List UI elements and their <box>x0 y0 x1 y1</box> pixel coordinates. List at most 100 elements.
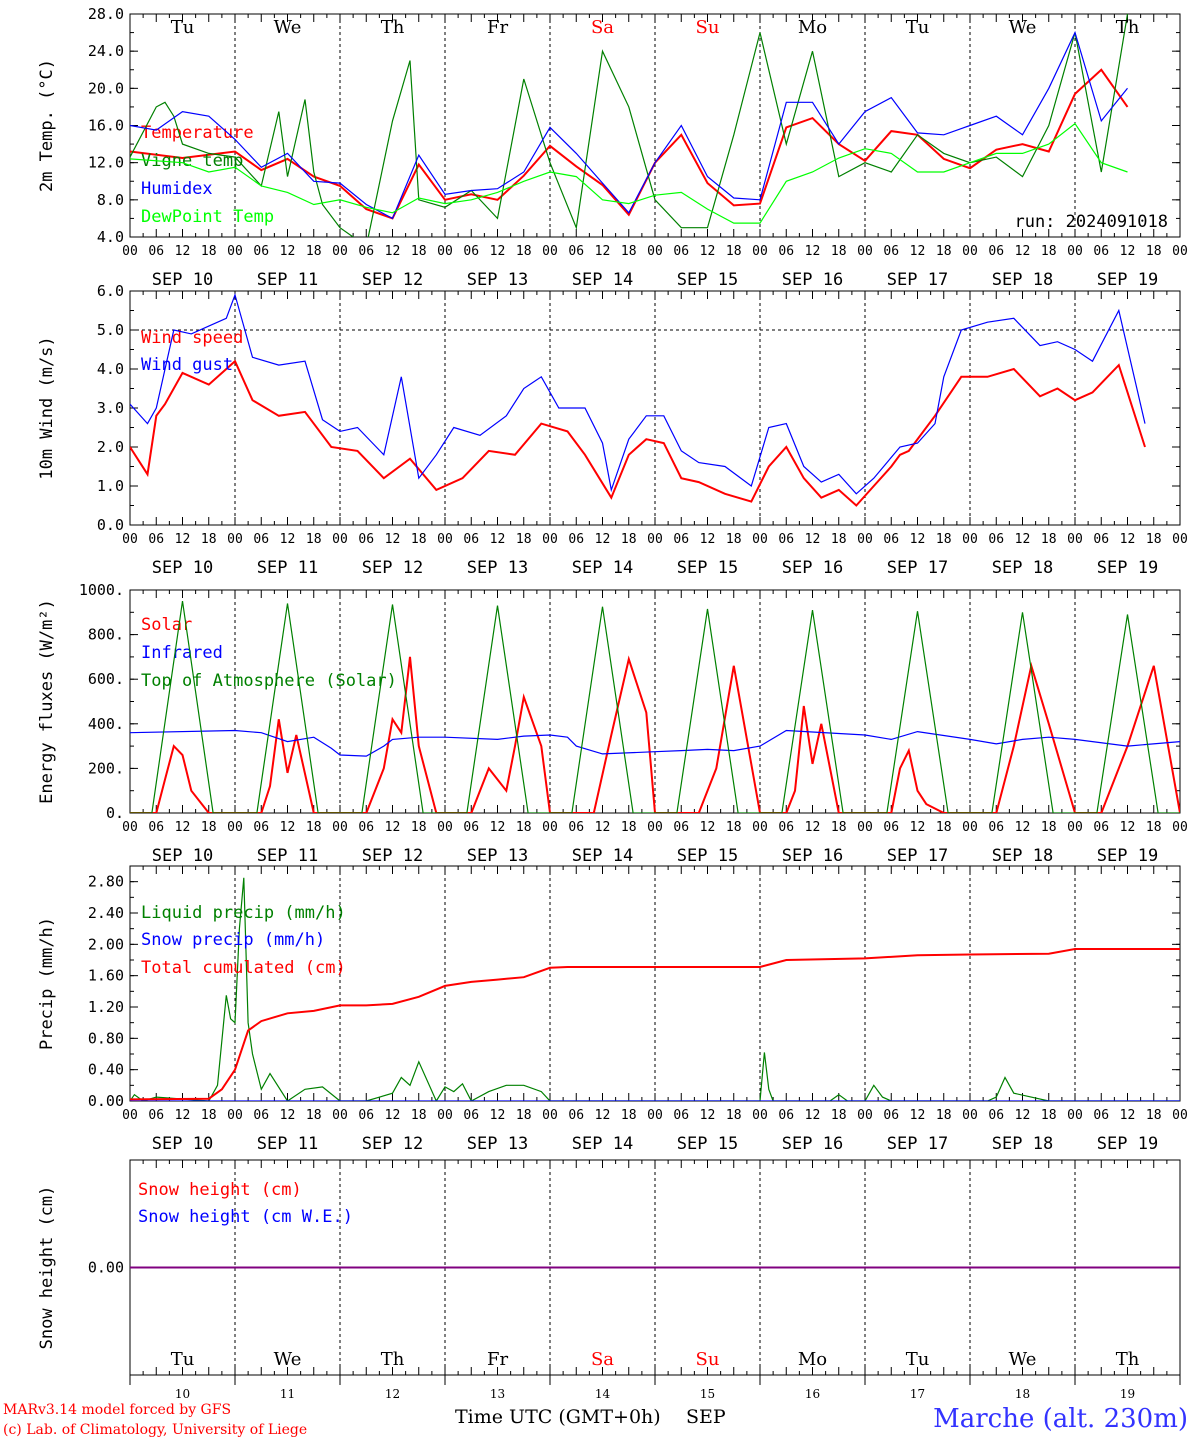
hour-label: 00 <box>857 1108 873 1123</box>
day-name: We <box>274 1349 302 1370</box>
hour-label: 00 <box>962 244 978 259</box>
hour-label: 12 <box>910 1108 926 1123</box>
y-tick-label: 1.0 <box>97 477 124 495</box>
hour-label: 00 <box>1172 244 1188 259</box>
date-label: SEP 11 <box>257 270 318 290</box>
legend-entry: Liquid precip (mm/h) <box>141 903 346 923</box>
footer-credit-text: (c) Lab. of Climatology, University of L… <box>3 1422 307 1438</box>
series-line-wind-speed <box>130 359 1146 507</box>
hour-label: 00 <box>122 820 138 835</box>
date-label: SEP 16 <box>782 558 843 578</box>
hour-label: 00 <box>962 1108 978 1123</box>
date-label: SEP 18 <box>992 270 1053 290</box>
y-tick-label: 20.0 <box>88 79 124 97</box>
footer-model-text: MARv3.14 model forced by GFS <box>3 1402 231 1418</box>
hour-label: 00 <box>752 1108 768 1123</box>
hour-label: 12 <box>805 532 821 547</box>
date-label: SEP 12 <box>362 846 423 866</box>
hour-label: 18 <box>936 1108 952 1123</box>
day-name: Th <box>1116 17 1140 38</box>
hour-label: 12 <box>385 244 401 259</box>
hour-label: 00 <box>437 1108 453 1123</box>
y-tick-label: 600. <box>88 670 124 688</box>
series-line-humidex <box>130 30 1128 220</box>
date-label: SEP 16 <box>782 1134 843 1154</box>
hour-label: 12 <box>910 820 926 835</box>
hour-label: 18 <box>411 244 427 259</box>
date-label: SEP 10 <box>152 270 213 290</box>
hour-label: 12 <box>1015 820 1031 835</box>
date-label: SEP 15 <box>677 558 738 578</box>
hour-label: 00 <box>857 820 873 835</box>
panel-wind: 0.0 1.0 2.0 3.0 4.0 5.0 6.0 10m Wind (m/s) Wind … <box>37 282 1188 578</box>
hour-label: 00 <box>227 1108 243 1123</box>
hour-label: 06 <box>358 820 374 835</box>
legend-entry: Total cumulated (cm) <box>141 958 346 978</box>
hour-label: 00 <box>647 820 663 835</box>
date-label: SEP 17 <box>887 558 948 578</box>
date-label: SEP 18 <box>992 846 1053 866</box>
hour-label: 06 <box>568 244 584 259</box>
legend-entry: Wind speed <box>141 328 243 348</box>
hour-label: 18 <box>1146 244 1162 259</box>
hour-label: 00 <box>752 532 768 547</box>
date-label: SEP 16 <box>782 846 843 866</box>
hour-label: 06 <box>1093 532 1109 547</box>
date-label: SEP 13 <box>467 270 528 290</box>
hour-label: 18 <box>306 244 322 259</box>
hour-label: 12 <box>595 820 611 835</box>
hour-label: 06 <box>358 244 374 259</box>
hour-label: 00 <box>1067 820 1083 835</box>
hour-label: 06 <box>883 1108 899 1123</box>
hour-label: 18 <box>621 244 637 259</box>
hour-label: 12 <box>1015 1108 1031 1123</box>
hour-label: 12 <box>595 244 611 259</box>
y-axis-label: 2m Temp. (°C) <box>37 59 57 192</box>
hour-label: 18 <box>621 820 637 835</box>
hour-label: 06 <box>883 244 899 259</box>
hour-label: 18 <box>201 1108 217 1123</box>
hour-label: 00 <box>227 820 243 835</box>
hour-label: 18 <box>936 820 952 835</box>
series-line-wind-gust <box>130 292 1146 495</box>
series-line-temperature <box>130 68 1129 220</box>
hour-label: 12 <box>595 532 611 547</box>
hour-label: 00 <box>962 820 978 835</box>
day-name: Th <box>381 17 405 38</box>
hour-label: 12 <box>1015 244 1031 259</box>
legend-entry: Snow height (cm W.E.) <box>138 1207 353 1227</box>
series-line-total-cumulated-cm- <box>130 948 1180 1101</box>
hour-label: 06 <box>253 532 269 547</box>
hour-label: 06 <box>358 532 374 547</box>
legend-entry: Top of Atmosphere (Solar) <box>141 671 397 691</box>
hour-label: 06 <box>1093 820 1109 835</box>
hour-label: 12 <box>1015 532 1031 547</box>
date-label: SEP 14 <box>572 270 633 290</box>
y-tick-label: 200. <box>88 759 124 777</box>
day-name: Th <box>1116 1349 1140 1370</box>
hour-label: 18 <box>1146 820 1162 835</box>
footer: MARv3.14 model forced by GFS (c) Lab. of… <box>3 1402 1188 1438</box>
panels: 4.0 8.0 12.0 16.0 20.0 24.0 28.0 2m Temp. (°C) T… <box>37 5 1188 1376</box>
hour-label: 00 <box>332 820 348 835</box>
hour-label: 12 <box>805 820 821 835</box>
day-name: Mo <box>798 17 827 38</box>
y-tick-label: 24.0 <box>88 42 124 60</box>
hour-label: 00 <box>1067 244 1083 259</box>
hour-label: 12 <box>805 244 821 259</box>
hour-label: 12 <box>280 820 296 835</box>
hour-label: 00 <box>857 532 873 547</box>
hour-label: 00 <box>647 532 663 547</box>
day-name: Tu <box>171 1349 195 1370</box>
date-label: SEP 19 <box>1097 558 1158 578</box>
hour-label: 12 <box>385 1108 401 1123</box>
legend-entry: Temperature <box>141 123 254 143</box>
y-tick-label: 4.0 <box>97 228 124 246</box>
hour-label: 06 <box>253 244 269 259</box>
date-label: SEP 11 <box>257 846 318 866</box>
date-label: SEP 17 <box>887 270 948 290</box>
date-label: SEP 12 <box>362 1134 423 1154</box>
day-name: Tu <box>906 17 930 38</box>
hour-label: 12 <box>700 244 716 259</box>
